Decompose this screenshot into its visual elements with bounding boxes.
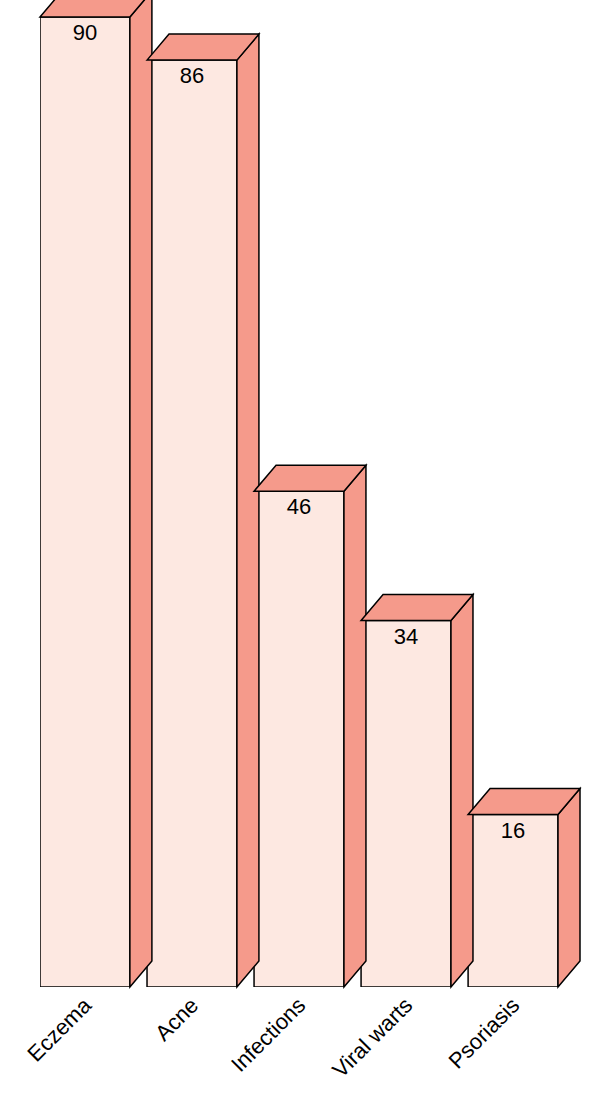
svg-text:90: 90 <box>73 20 97 45</box>
svg-text:Psoriasis: Psoriasis <box>444 993 525 1074</box>
svg-text:Eczema: Eczema <box>22 992 96 1066</box>
svg-text:Acne: Acne <box>150 993 203 1046</box>
svg-text:86: 86 <box>180 63 204 88</box>
svg-text:Infections: Infections <box>226 993 310 1077</box>
svg-text:16: 16 <box>501 818 525 843</box>
svg-text:34: 34 <box>394 624 418 649</box>
svg-text:Viral warts: Viral warts <box>327 993 417 1083</box>
svg-text:46: 46 <box>287 494 311 519</box>
